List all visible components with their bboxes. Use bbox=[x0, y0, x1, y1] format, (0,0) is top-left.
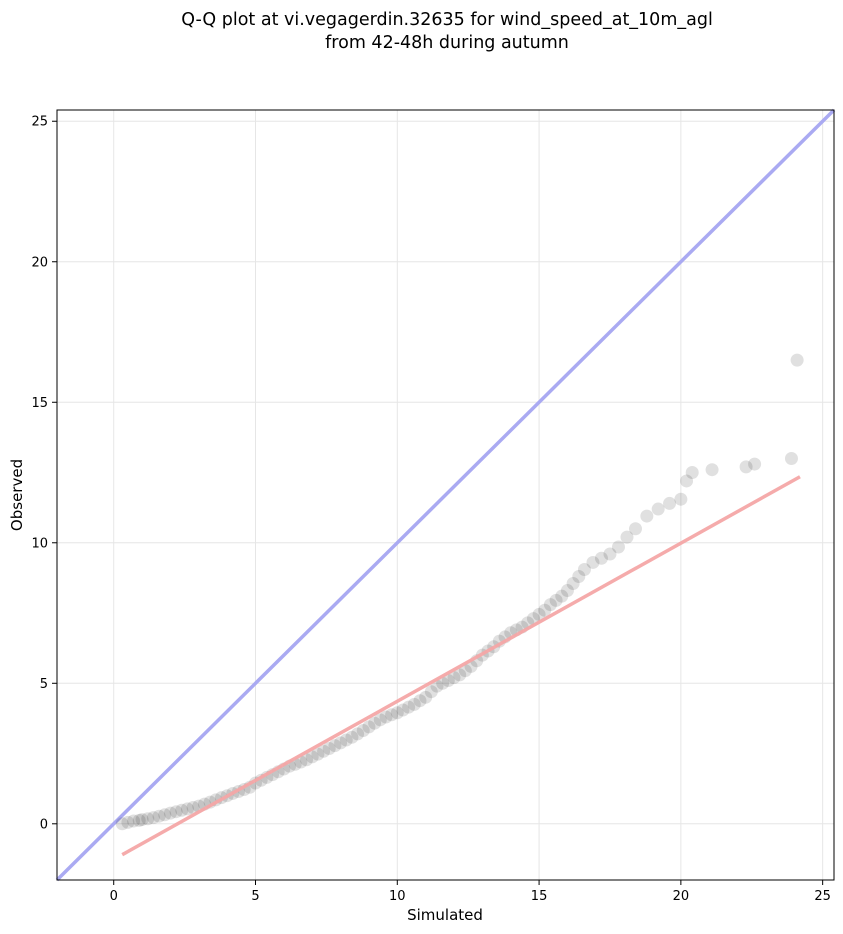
y-tick-label: 25 bbox=[31, 115, 48, 130]
qq-point bbox=[385, 708, 399, 722]
y-tick-label: 10 bbox=[31, 536, 48, 551]
y-tick-label: 5 bbox=[40, 677, 48, 692]
qq-point bbox=[311, 747, 325, 761]
qq-point bbox=[560, 584, 574, 598]
identity-line-group bbox=[55, 108, 836, 882]
qq-point bbox=[135, 813, 149, 827]
qq-point bbox=[538, 603, 552, 617]
qq-point bbox=[402, 700, 416, 714]
qq-point bbox=[674, 492, 688, 506]
qq-point bbox=[663, 496, 677, 510]
qq-point bbox=[368, 716, 382, 730]
data-points bbox=[115, 353, 804, 831]
qq-point bbox=[322, 741, 336, 755]
qq-point bbox=[685, 466, 699, 480]
qq-point bbox=[317, 744, 331, 758]
qq-point bbox=[180, 802, 194, 816]
qq-point bbox=[305, 750, 319, 764]
plot-frame bbox=[56, 109, 835, 881]
qq-point bbox=[543, 598, 557, 612]
qq-point bbox=[594, 551, 608, 565]
qq-point bbox=[436, 676, 450, 690]
qq-point bbox=[132, 813, 146, 827]
qq-point bbox=[175, 803, 189, 817]
qq-point bbox=[611, 540, 625, 554]
chart-title-line2: from 42-48h during autumn bbox=[325, 33, 569, 53]
qq-point bbox=[351, 727, 365, 741]
qq-point bbox=[620, 530, 634, 544]
qq-point bbox=[413, 694, 427, 708]
qq-point bbox=[586, 555, 600, 569]
qq-point bbox=[158, 808, 172, 822]
qq-point bbox=[532, 607, 546, 621]
qq-point bbox=[453, 668, 467, 682]
qq-point bbox=[566, 577, 580, 591]
qq-point bbox=[141, 812, 155, 826]
x-tick-label: 10 bbox=[389, 889, 406, 904]
qq-point bbox=[577, 562, 591, 576]
qq-point bbox=[396, 703, 410, 717]
x-tick-label: 5 bbox=[251, 889, 259, 904]
fit-line-group bbox=[121, 475, 801, 857]
qq-point bbox=[572, 569, 586, 583]
chart-title-line1: Q-Q plot at vi.vegagerdin.32635 for wind… bbox=[181, 10, 713, 30]
qq-point bbox=[458, 664, 472, 678]
qq-point bbox=[127, 814, 141, 828]
qq-point bbox=[121, 815, 135, 829]
y-tick-label: 0 bbox=[40, 817, 48, 832]
qq-point bbox=[424, 685, 438, 699]
x-tick-label: 15 bbox=[531, 889, 548, 904]
qq-point bbox=[186, 800, 200, 814]
qq-point bbox=[390, 706, 404, 720]
x-tick-label: 25 bbox=[814, 889, 831, 904]
qq-point bbox=[163, 806, 177, 820]
fit-line bbox=[121, 475, 801, 857]
qq-point bbox=[379, 710, 393, 724]
x-axis-label: Simulated bbox=[407, 906, 483, 924]
qq-point bbox=[651, 502, 665, 516]
x-tick-label: 20 bbox=[673, 889, 690, 904]
qq-point bbox=[603, 547, 617, 561]
qq-point bbox=[790, 353, 804, 367]
qq-point bbox=[748, 457, 762, 471]
y-tick-label: 15 bbox=[31, 396, 48, 411]
qq-point bbox=[146, 811, 160, 825]
qq-point bbox=[705, 463, 719, 477]
qq-point bbox=[407, 697, 421, 711]
qq-point bbox=[300, 753, 314, 767]
qq-point bbox=[345, 730, 359, 744]
qq-point bbox=[373, 713, 387, 727]
qq-point bbox=[328, 739, 342, 753]
qq-point bbox=[555, 589, 569, 603]
qq-point bbox=[419, 690, 433, 704]
qq-point bbox=[356, 723, 370, 737]
qq-point bbox=[680, 474, 694, 488]
qq-point bbox=[339, 733, 353, 747]
qq-point bbox=[739, 460, 753, 474]
qq-point bbox=[115, 817, 129, 831]
qq-point bbox=[152, 809, 166, 823]
y-tick-label: 20 bbox=[31, 255, 48, 270]
identity-line bbox=[55, 108, 836, 882]
qq-point bbox=[441, 673, 455, 687]
qq-point bbox=[447, 671, 461, 685]
grid bbox=[57, 110, 834, 880]
axis-ticks: 0 5 10 15 20 25 0 5 10 15 20 25 bbox=[31, 115, 830, 904]
qq-point bbox=[628, 522, 642, 536]
y-axis-label: Observed bbox=[8, 459, 26, 531]
qq-point bbox=[784, 451, 798, 465]
qq-point bbox=[640, 509, 654, 523]
qq-point bbox=[362, 720, 376, 734]
qq-point bbox=[169, 805, 183, 819]
x-tick-label: 0 bbox=[110, 889, 118, 904]
qq-point bbox=[334, 736, 348, 750]
qq-point bbox=[549, 593, 563, 607]
